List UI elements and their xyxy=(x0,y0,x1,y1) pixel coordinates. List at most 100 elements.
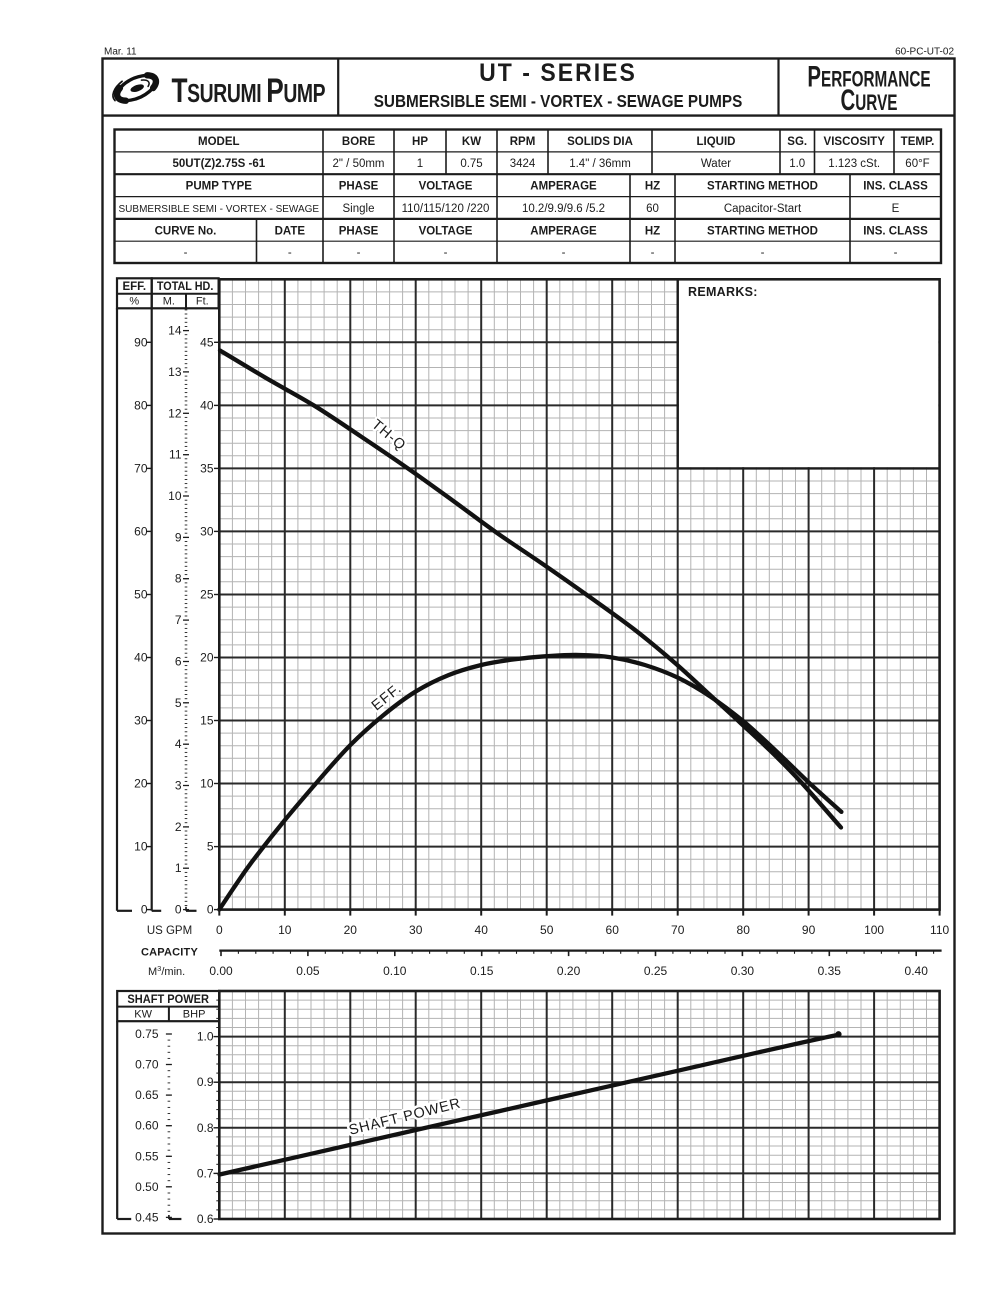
svg-text:M.: M. xyxy=(163,296,175,308)
svg-text:VOLTAGE: VOLTAGE xyxy=(419,181,473,193)
svg-text:0.6: 0.6 xyxy=(197,1212,214,1226)
svg-text:REMARKS:: REMARKS: xyxy=(688,285,758,299)
svg-text:%: % xyxy=(129,296,139,308)
svg-text:30: 30 xyxy=(134,714,148,728)
svg-text:KW: KW xyxy=(462,136,481,148)
svg-text:1.4" / 36mm: 1.4" / 36mm xyxy=(569,158,631,170)
svg-text:110: 110 xyxy=(930,923,949,937)
svg-text:1: 1 xyxy=(175,861,182,875)
svg-text:40: 40 xyxy=(200,398,214,412)
svg-text:0.8: 0.8 xyxy=(197,1121,214,1135)
svg-text:US GPM: US GPM xyxy=(147,925,192,937)
svg-text:VISCOSITY: VISCOSITY xyxy=(824,136,886,148)
svg-text:10.2/9.9/9.6 /5.2: 10.2/9.9/9.6 /5.2 xyxy=(522,203,605,215)
svg-text:0.35: 0.35 xyxy=(818,964,842,978)
svg-text:45: 45 xyxy=(200,335,214,349)
svg-text:0.50: 0.50 xyxy=(135,1180,159,1194)
svg-text:60: 60 xyxy=(134,524,148,538)
svg-text:MODEL: MODEL xyxy=(198,136,240,148)
svg-text:10: 10 xyxy=(200,777,214,791)
svg-text:0.9: 0.9 xyxy=(197,1075,214,1089)
svg-text:90: 90 xyxy=(802,923,816,937)
svg-text:STARTING METHOD: STARTING METHOD xyxy=(707,225,818,237)
svg-text:0.30: 0.30 xyxy=(731,964,755,978)
svg-text:CAPACITY: CAPACITY xyxy=(141,947,198,959)
svg-text:8: 8 xyxy=(175,572,182,586)
svg-text:1.0: 1.0 xyxy=(197,1030,214,1044)
svg-text:KW: KW xyxy=(134,1009,152,1021)
svg-text:50UT(Z)2.75S -61: 50UT(Z)2.75S -61 xyxy=(172,158,265,170)
svg-text:80: 80 xyxy=(737,923,751,937)
svg-text:2: 2 xyxy=(175,820,182,834)
svg-text:INS. CLASS: INS. CLASS xyxy=(863,225,928,237)
svg-text:35: 35 xyxy=(200,461,214,475)
svg-text:0.05: 0.05 xyxy=(296,964,320,978)
svg-text:-: - xyxy=(288,247,292,259)
svg-text:20: 20 xyxy=(200,651,214,665)
svg-text:70: 70 xyxy=(134,461,148,475)
svg-text:30: 30 xyxy=(409,923,423,937)
svg-text:60: 60 xyxy=(646,203,659,215)
svg-text:0: 0 xyxy=(216,923,223,937)
svg-text:PHASE: PHASE xyxy=(339,225,379,237)
svg-text:0.10: 0.10 xyxy=(383,964,407,978)
svg-text:SHAFT POWER: SHAFT POWER xyxy=(127,994,209,1006)
svg-text:UT - SERIES: UT - SERIES xyxy=(479,59,637,87)
svg-text:HZ: HZ xyxy=(645,181,660,193)
svg-text:50: 50 xyxy=(540,923,554,937)
svg-text:0.7: 0.7 xyxy=(197,1166,214,1180)
svg-text:PERFORMANCE: PERFORMANCE xyxy=(807,61,930,94)
svg-text:0.15: 0.15 xyxy=(470,964,494,978)
svg-text:TSURUMI PUMP: TSURUMI PUMP xyxy=(172,72,326,110)
svg-text:BORE: BORE xyxy=(342,136,376,148)
svg-text:SUBMERSIBLE SEMI - VORTEX - SE: SUBMERSIBLE SEMI - VORTEX - SEWAGE xyxy=(118,204,319,215)
svg-text:0.75: 0.75 xyxy=(460,158,482,170)
svg-text:DATE: DATE xyxy=(275,225,306,237)
svg-text:20: 20 xyxy=(344,923,358,937)
svg-text:Ft.: Ft. xyxy=(196,296,209,308)
svg-text:0.55: 0.55 xyxy=(135,1149,159,1163)
svg-text:60°F: 60°F xyxy=(905,158,929,170)
svg-text:SOLIDS DIA: SOLIDS DIA xyxy=(567,136,633,148)
svg-text:0.60: 0.60 xyxy=(135,1119,159,1133)
svg-text:3424: 3424 xyxy=(510,158,536,170)
svg-text:15: 15 xyxy=(200,714,214,728)
svg-text:BHP: BHP xyxy=(183,1009,206,1021)
svg-text:TEMP.: TEMP. xyxy=(901,136,935,148)
svg-text:0.20: 0.20 xyxy=(557,964,581,978)
svg-text:-: - xyxy=(761,247,765,259)
svg-text:70: 70 xyxy=(671,923,685,937)
svg-text:0.00: 0.00 xyxy=(209,964,233,978)
svg-text:1.123 cSt.: 1.123 cSt. xyxy=(828,158,880,170)
svg-text:RPM: RPM xyxy=(510,136,536,148)
svg-text:Mar. 11: Mar. 11 xyxy=(104,47,137,58)
svg-text:VOLTAGE: VOLTAGE xyxy=(419,225,473,237)
svg-text:5: 5 xyxy=(207,840,214,854)
svg-text:-: - xyxy=(651,247,655,259)
svg-text:20: 20 xyxy=(134,777,148,791)
svg-text:60-PC-UT-02: 60-PC-UT-02 xyxy=(895,47,954,58)
svg-text:40: 40 xyxy=(134,651,148,665)
svg-text:HP: HP xyxy=(412,136,428,148)
svg-text:HZ: HZ xyxy=(645,225,660,237)
svg-text:50: 50 xyxy=(134,588,148,602)
svg-text:PHASE: PHASE xyxy=(339,181,379,193)
svg-text:40: 40 xyxy=(475,923,489,937)
svg-text:2" / 50mm: 2" / 50mm xyxy=(332,158,384,170)
svg-text:EFF.: EFF. xyxy=(122,281,146,293)
svg-text:0.25: 0.25 xyxy=(644,964,668,978)
svg-text:10: 10 xyxy=(134,840,148,854)
svg-text:E: E xyxy=(892,203,900,215)
svg-text:0.40: 0.40 xyxy=(905,964,929,978)
svg-text:SUBMERSIBLE SEMI - VORTEX - SE: SUBMERSIBLE SEMI - VORTEX - SEWAGE PUMPS xyxy=(374,91,743,111)
svg-text:0.65: 0.65 xyxy=(135,1088,159,1102)
svg-text:11: 11 xyxy=(169,448,182,462)
svg-text:Single: Single xyxy=(343,203,375,215)
svg-text:12: 12 xyxy=(168,406,182,420)
svg-text:Capacitor-Start: Capacitor-Start xyxy=(724,203,802,215)
svg-text:14: 14 xyxy=(168,324,182,338)
svg-text:0: 0 xyxy=(175,903,182,917)
svg-text:SG.: SG. xyxy=(787,136,807,148)
svg-text:STARTING METHOD: STARTING METHOD xyxy=(707,181,818,193)
svg-text:13: 13 xyxy=(168,365,182,379)
